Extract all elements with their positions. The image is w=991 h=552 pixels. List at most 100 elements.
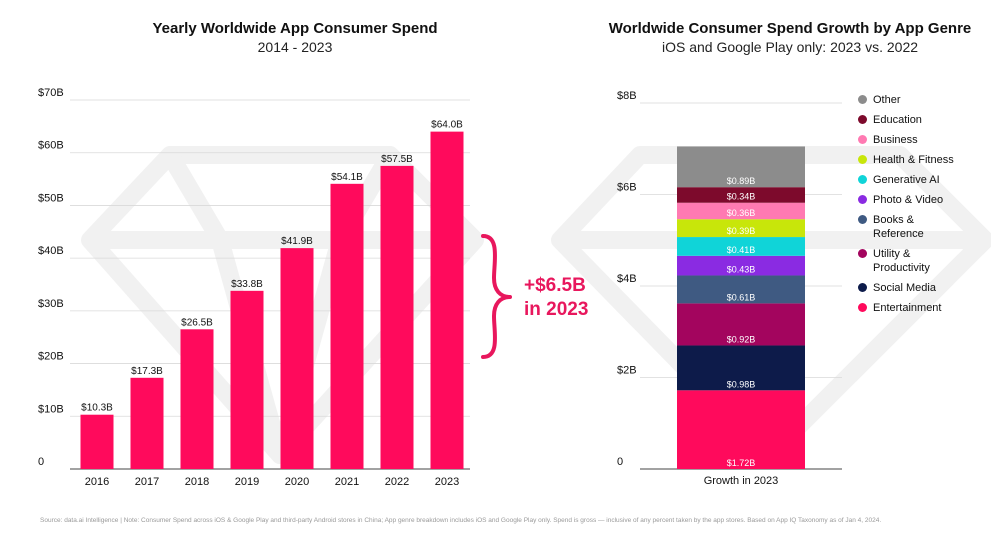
legend-dot-icon [858, 155, 867, 164]
stack-segment-value-label: $0.39B [727, 226, 756, 236]
stack-segment [677, 345, 805, 391]
legend-item: Business [858, 133, 988, 147]
stack-segment [677, 187, 805, 203]
left-bar-value-label: $41.9B [281, 236, 313, 247]
stack-segment-value-label: $0.92B [727, 334, 756, 344]
left-y-tick-label: $70B [38, 87, 64, 99]
stack-segment [677, 303, 805, 346]
left-y-tick-label: $40B [38, 245, 64, 257]
left-bar [180, 329, 214, 469]
legend-item: Education [858, 113, 988, 127]
yearly-spend-bar-chart: 0 $10B $20B $30B $40B $50B $60B $70B $10.3B 2016 $… [38, 87, 470, 488]
legend-dot-icon [858, 175, 867, 184]
left-bar [280, 248, 314, 469]
left-bar-value-label: $33.8B [231, 279, 263, 290]
left-x-tick-label: 2021 [335, 476, 359, 488]
legend-item: Books & Reference [858, 213, 988, 241]
left-bar-value-label: $57.5B [381, 154, 413, 165]
legend-dot-icon [858, 195, 867, 204]
legend-label: Photo & Video [873, 194, 944, 206]
left-y-tick-label: $50B [38, 192, 64, 204]
legend-dot-icon [858, 115, 867, 124]
left-x-tick-label: 2019 [235, 476, 259, 488]
legend-item: Entertainment [858, 301, 988, 315]
stack-segment-value-label: $0.89B [727, 176, 756, 186]
stack-segment [677, 255, 805, 276]
legend-label: Generative AI [873, 174, 940, 186]
left-bar-value-label: $64.0B [431, 120, 463, 131]
left-y-tick-label: $30B [38, 298, 64, 310]
stack-segment-value-label: $0.36B [727, 208, 756, 218]
stack-segment-value-label: $0.41B [727, 245, 756, 255]
genre-growth-stacked-chart: 0 $2B $4B $6B $8B $1.72B $0.98B $0.92B $0.61B $0.… [617, 90, 842, 487]
left-chart-subtitle: 2014 - 2023 [257, 39, 333, 55]
legend-item: Social Media [858, 281, 988, 295]
legend-item: Other [858, 93, 988, 107]
stack-segment-value-label: $0.98B [727, 379, 756, 389]
stack-segment-value-label: $0.43B [727, 264, 756, 274]
stack-segment [677, 390, 805, 469]
left-x-tick-label: 2016 [85, 476, 109, 488]
stack-segment [677, 202, 805, 220]
stack-segment [677, 237, 805, 256]
brace-icon [481, 234, 512, 359]
legend-item: Health & Fitness [858, 153, 988, 167]
legend-dot-icon [858, 249, 867, 258]
left-y-tick-label: $10B [38, 403, 64, 415]
left-y-tick-label: 0 [38, 456, 44, 468]
left-y-tick-label: $60B [38, 140, 64, 152]
legend-label: Social Media [873, 282, 936, 294]
right-y-tick-label: 0 [617, 456, 623, 468]
growth-callout: +$6.5B in 2023 [524, 274, 604, 322]
left-bar [130, 377, 164, 469]
growth-callout-value: +$6.5B [524, 275, 586, 296]
stack-segment [677, 275, 805, 304]
left-x-tick-label: 2022 [385, 476, 409, 488]
stack-segment [677, 219, 805, 238]
legend-dot-icon [858, 135, 867, 144]
left-chart-title-block: Yearly Worldwide App Consumer Spend 2014… [60, 19, 530, 57]
source-note: Source: data.ai Intelligence | Note: Con… [40, 517, 882, 524]
right-chart-title-block: Worldwide Consumer Spend Growth by App G… [600, 19, 980, 57]
legend-dot-icon [858, 303, 867, 312]
legend-label: Health & Fitness [873, 154, 954, 166]
left-bar-value-label: $26.5B [181, 317, 213, 328]
stack-segment-value-label: $0.34B [727, 192, 756, 202]
legend-item: Photo & Video [858, 193, 988, 207]
stack-segment [677, 146, 805, 188]
legend-label: Education [873, 114, 922, 126]
legend-dot-icon [858, 283, 867, 292]
left-bar-value-label: $10.3B [81, 403, 113, 414]
left-bar [380, 165, 414, 469]
left-x-tick-label: 2018 [185, 476, 209, 488]
left-bar [230, 290, 264, 469]
left-bar [80, 414, 114, 469]
right-y-tick-label: $2B [617, 365, 637, 377]
right-x-tick-label: Growth in 2023 [704, 475, 779, 487]
legend-label: Entertainment [873, 302, 942, 314]
left-x-tick-label: 2023 [435, 476, 459, 488]
left-bar-value-label: $17.3B [131, 366, 163, 377]
left-y-tick-label: $20B [38, 351, 64, 363]
legend-item: Generative AI [858, 173, 988, 187]
right-chart-subtitle: iOS and Google Play only: 2023 vs. 2022 [661, 39, 919, 55]
legend-label: Business [873, 134, 918, 146]
stack-segment-value-label: $0.61B [727, 292, 756, 302]
growth-callout-year: in 2023 [524, 299, 589, 320]
left-bar-value-label: $54.1B [331, 172, 363, 183]
right-chart-title: Worldwide Consumer Spend Growth by App G… [608, 20, 972, 37]
left-chart-title: Yearly Worldwide App Consumer Spend [152, 20, 438, 37]
left-bar [430, 131, 464, 469]
legend-item: Utility & Productivity [858, 247, 988, 275]
stack-segment-value-label: $1.72B [727, 458, 756, 468]
legend-dot-icon [858, 215, 867, 224]
right-y-tick-label: $6B [617, 182, 637, 194]
right-y-tick-label: $4B [617, 273, 637, 285]
left-bar [330, 183, 364, 469]
legend-label: Utility & Productivity [873, 248, 930, 274]
left-x-tick-label: 2017 [135, 476, 159, 488]
right-y-tick-label: $8B [617, 90, 637, 102]
left-x-tick-label: 2020 [285, 476, 309, 488]
